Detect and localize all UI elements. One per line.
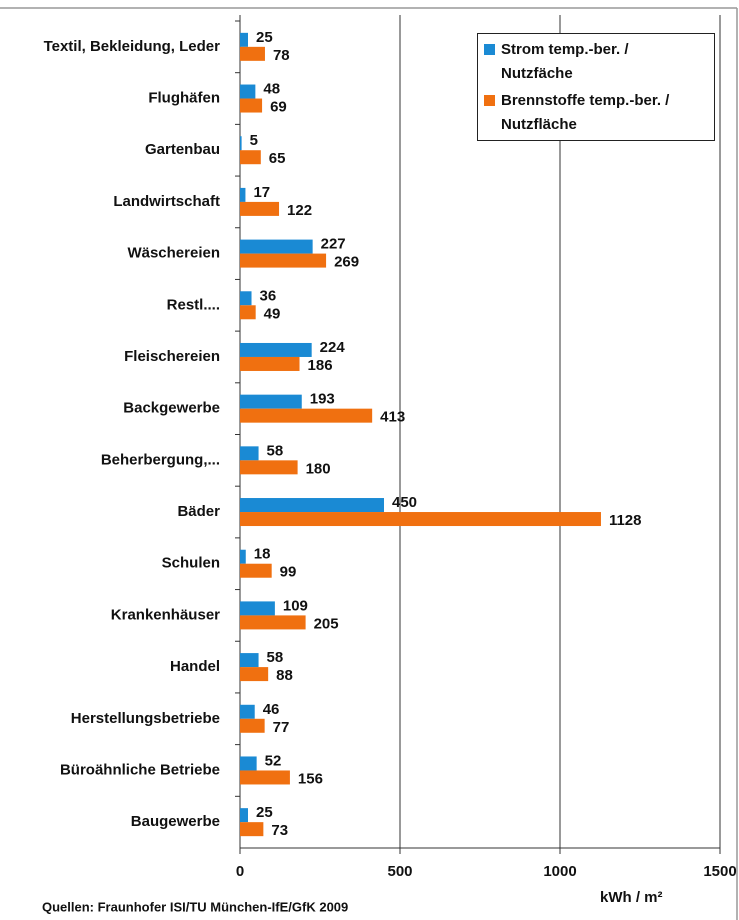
value-label: 78 bbox=[273, 47, 290, 64]
value-label: 1128 bbox=[609, 512, 642, 529]
bar bbox=[240, 601, 275, 616]
bar bbox=[240, 187, 246, 202]
x-tick-label: 500 bbox=[387, 863, 412, 880]
y-tick-label: Wäschereien bbox=[127, 245, 220, 262]
bar bbox=[240, 342, 312, 357]
bar bbox=[240, 770, 290, 785]
value-label: 18 bbox=[254, 546, 271, 563]
bar bbox=[240, 239, 313, 254]
bar bbox=[240, 408, 373, 423]
value-label: 49 bbox=[264, 305, 281, 322]
x-tick-label: 0 bbox=[236, 863, 244, 880]
y-tick-label: Flughäfen bbox=[148, 90, 220, 107]
bar bbox=[240, 512, 601, 527]
y-tick-label: Restl.... bbox=[167, 296, 220, 313]
bar bbox=[240, 549, 246, 564]
value-label: 46 bbox=[263, 701, 280, 718]
legend-label: Brennstoffe temp.-ber. / Nutzfläche bbox=[501, 92, 670, 133]
x-tick-label: 1000 bbox=[543, 863, 576, 880]
y-tick-label: Landwirtschaft bbox=[113, 193, 220, 210]
value-label: 99 bbox=[280, 564, 297, 581]
bar bbox=[240, 498, 384, 513]
legend-swatch bbox=[484, 44, 495, 55]
y-tick-label: Fleischereien bbox=[124, 348, 220, 365]
bar bbox=[240, 46, 265, 61]
bar bbox=[240, 136, 242, 151]
source: Quellen: Fraunhofer ISI/TU München-IfE/G… bbox=[42, 899, 348, 914]
bar bbox=[240, 718, 265, 733]
bar bbox=[240, 98, 263, 113]
bar bbox=[240, 150, 261, 165]
value-label: 17 bbox=[253, 184, 270, 201]
value-label: 25 bbox=[256, 804, 273, 821]
value-label: 450 bbox=[392, 494, 417, 511]
bar bbox=[240, 446, 259, 461]
value-label: 122 bbox=[287, 202, 312, 219]
bar bbox=[240, 305, 256, 320]
value-label: 413 bbox=[380, 409, 405, 426]
value-label: 180 bbox=[306, 460, 331, 477]
bar bbox=[240, 667, 269, 682]
bar bbox=[240, 201, 280, 216]
value-label: 227 bbox=[321, 236, 346, 253]
bar bbox=[240, 253, 327, 268]
x-axis-label: kWh / m² bbox=[600, 889, 663, 906]
y-tick-label: Textil, Bekleidung, Leder bbox=[44, 38, 221, 55]
value-label: 52 bbox=[265, 752, 282, 769]
y-tick-label: Beherbergung,... bbox=[101, 451, 220, 468]
y-tick-label: Bäder bbox=[177, 503, 220, 520]
y-tick-label: Herstellungsbetriebe bbox=[71, 710, 220, 727]
y-tick-label: Schulen bbox=[162, 555, 220, 572]
value-label: 269 bbox=[334, 254, 359, 271]
value-label: 58 bbox=[267, 442, 284, 459]
value-label: 65 bbox=[269, 150, 286, 167]
y-tick-label: Baugewerbe bbox=[131, 813, 220, 830]
value-label: 88 bbox=[276, 667, 293, 684]
bar bbox=[240, 563, 272, 578]
y-tick-label: Krankenhäuser bbox=[111, 606, 220, 623]
bar bbox=[240, 756, 257, 771]
legend-label: Strom temp.-ber. / Nutzfäche bbox=[501, 41, 629, 82]
value-label: 48 bbox=[263, 81, 280, 98]
value-label: 109 bbox=[283, 597, 308, 614]
bar bbox=[240, 32, 248, 47]
bar bbox=[240, 291, 252, 306]
y-tick-label: Handel bbox=[170, 658, 220, 675]
bar bbox=[240, 653, 259, 668]
legend-swatch bbox=[484, 95, 495, 106]
legend-entry: Brennstoffe temp.-ber. / Nutzfläche bbox=[484, 89, 708, 137]
value-label: 69 bbox=[270, 99, 287, 116]
value-label: 186 bbox=[308, 357, 333, 374]
value-label: 156 bbox=[298, 770, 323, 787]
value-label: 73 bbox=[271, 822, 288, 839]
value-label: 77 bbox=[273, 719, 290, 736]
y-tick-label: Büroähnliche Betriebe bbox=[60, 761, 220, 778]
value-label: 5 bbox=[250, 132, 258, 149]
x-tick-label: 1500 bbox=[703, 863, 736, 880]
y-tick-label: Gartenbau bbox=[145, 141, 220, 158]
legend: Strom temp.-ber. / Nutzfäche Brennstoffe … bbox=[477, 33, 715, 141]
bar bbox=[240, 808, 248, 823]
value-label: 205 bbox=[314, 615, 339, 632]
value-label: 25 bbox=[256, 29, 273, 46]
value-label: 58 bbox=[267, 649, 284, 666]
bar bbox=[240, 822, 264, 837]
bar bbox=[240, 615, 306, 630]
value-label: 224 bbox=[320, 339, 346, 356]
value-label: 193 bbox=[310, 391, 335, 408]
bar bbox=[240, 394, 302, 409]
bar bbox=[240, 84, 256, 99]
bar bbox=[240, 704, 255, 719]
value-label: 36 bbox=[260, 287, 277, 304]
legend-entry: Strom temp.-ber. / Nutzfäche bbox=[484, 38, 708, 86]
y-tick-label: Backgewerbe bbox=[123, 400, 220, 417]
bar bbox=[240, 460, 298, 475]
bar bbox=[240, 356, 300, 371]
